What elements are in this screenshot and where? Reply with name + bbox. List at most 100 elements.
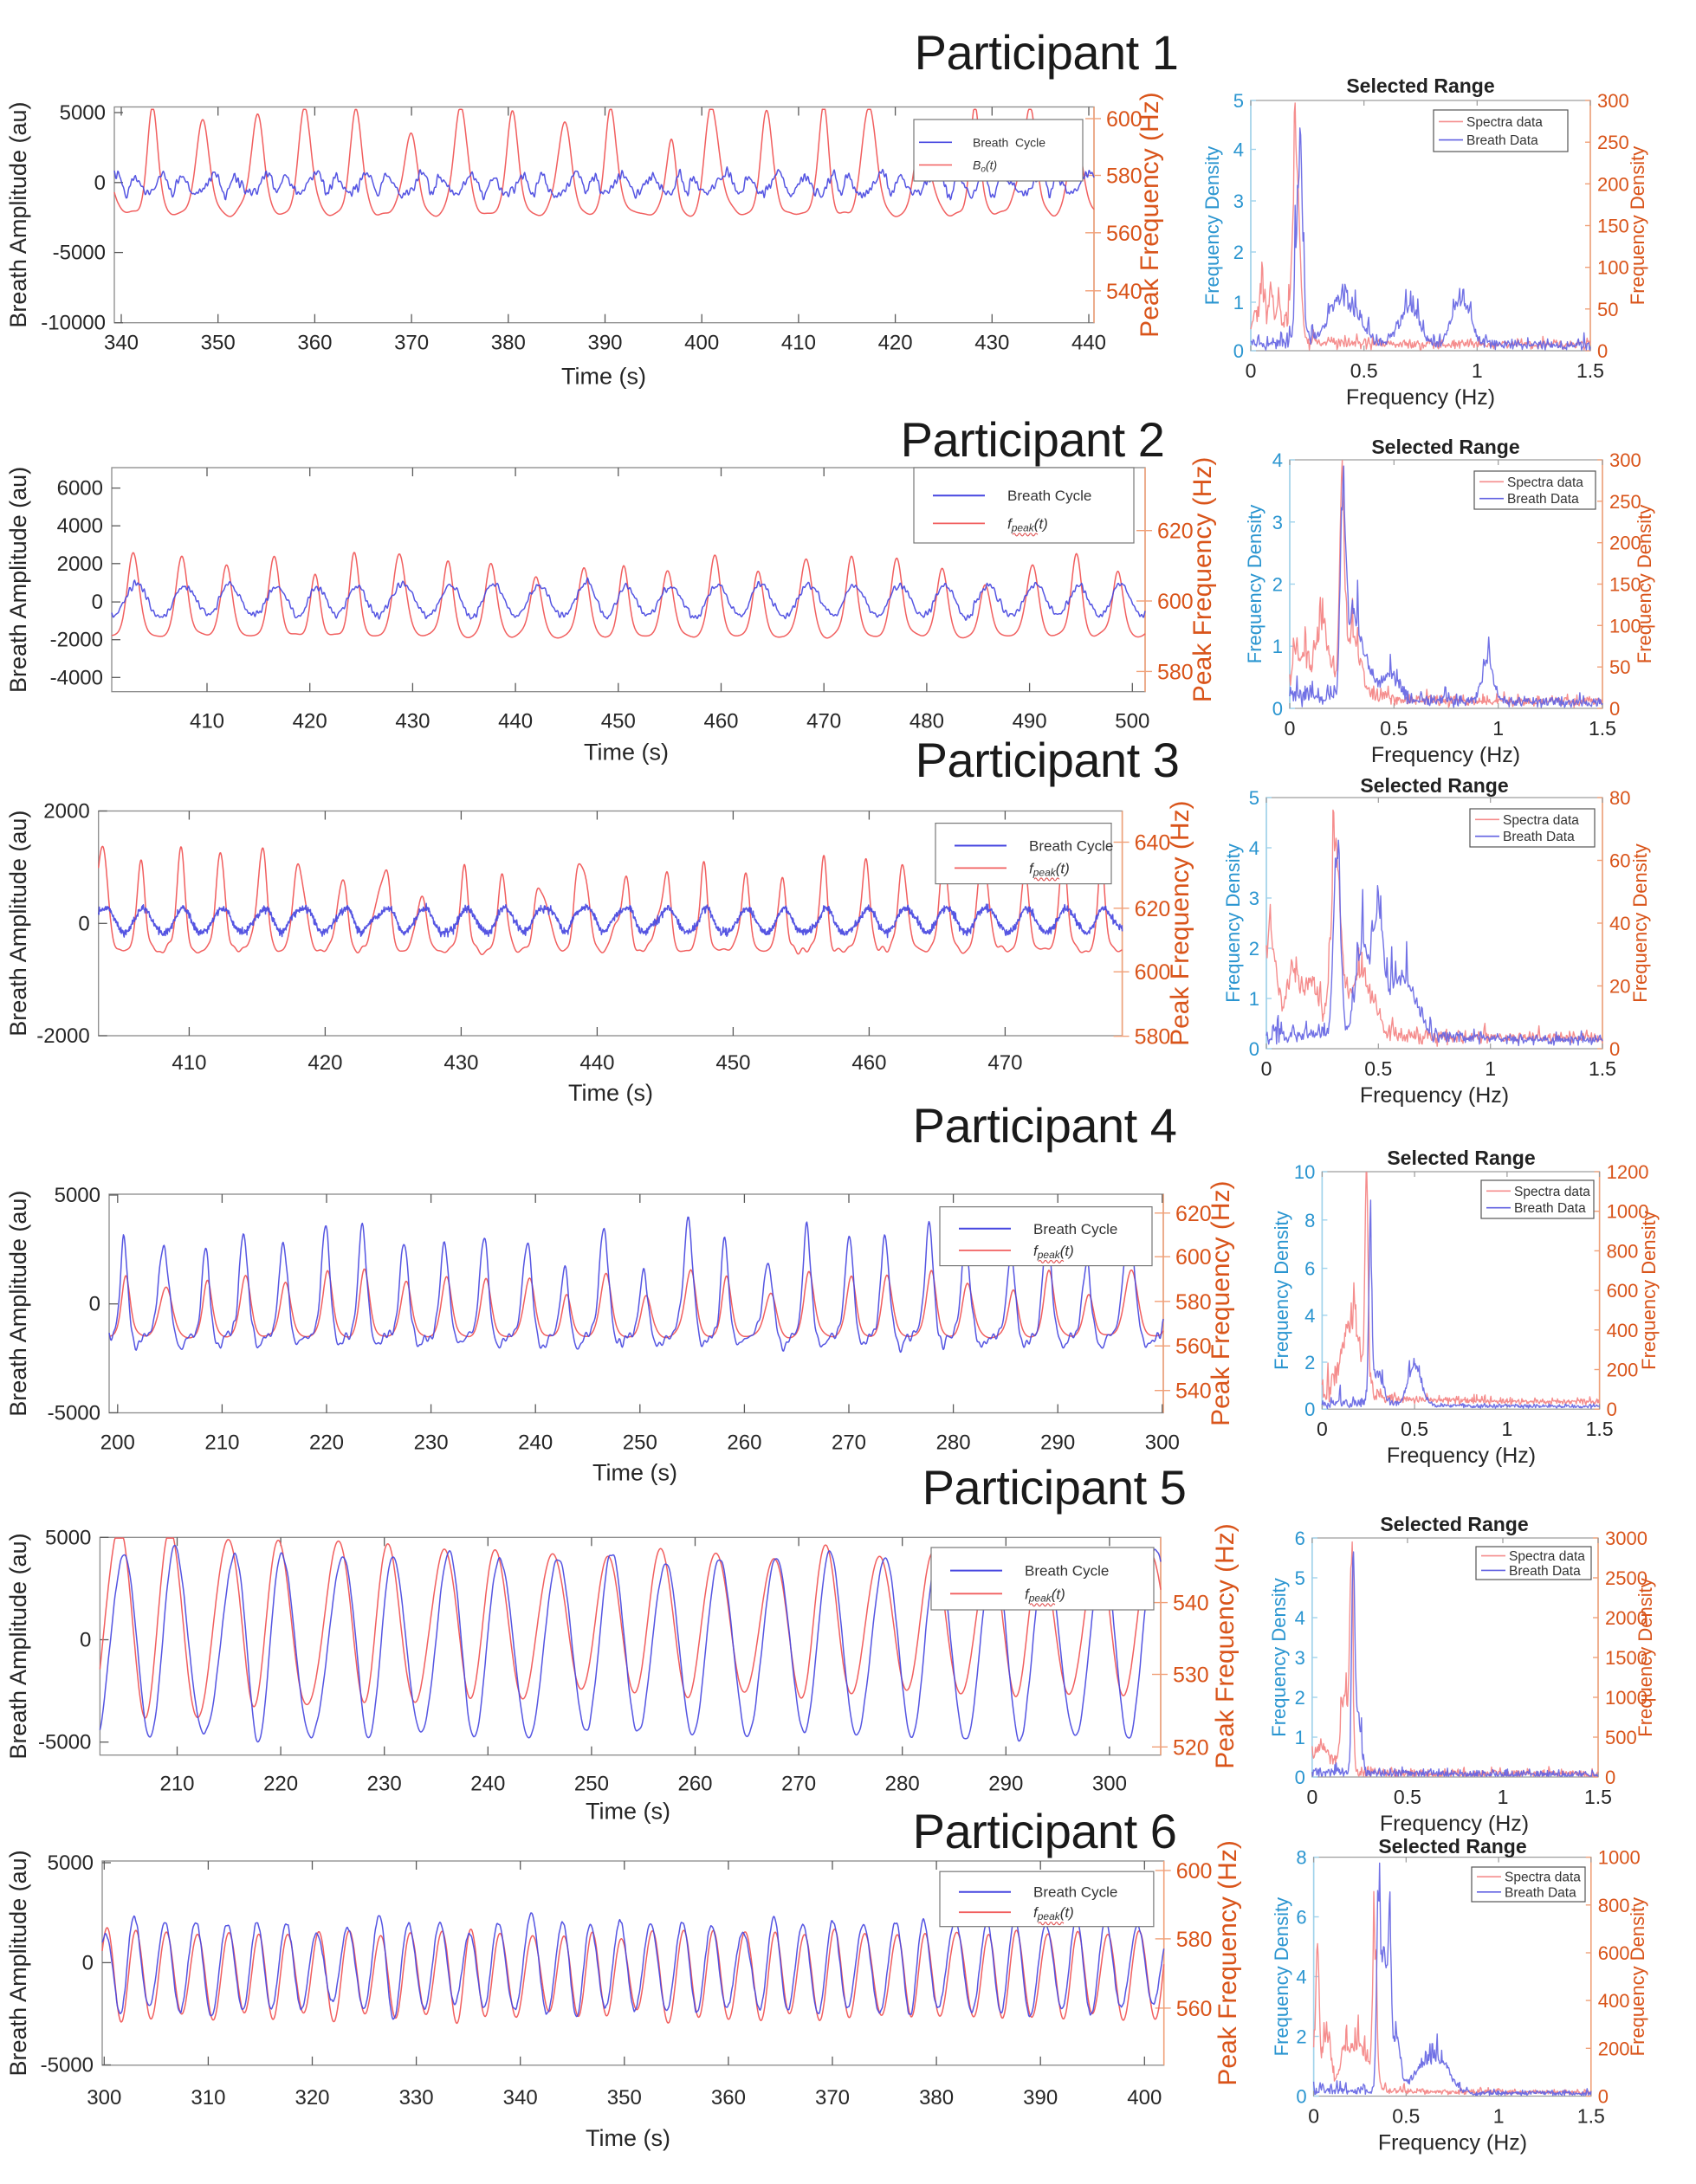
svg-text:1.5: 1.5 xyxy=(1589,1057,1616,1080)
svg-text:Participant 3: Participant 3 xyxy=(916,733,1180,787)
svg-text:Spectra data: Spectra data xyxy=(1514,1185,1590,1199)
svg-text:620: 620 xyxy=(1157,520,1194,544)
svg-text:Bo(t): Bo(t) xyxy=(973,158,997,175)
svg-text:-5000: -5000 xyxy=(41,2054,94,2077)
svg-text:Breath Cycle: Breath Cycle xyxy=(1029,838,1113,855)
svg-text:330: 330 xyxy=(399,2086,434,2110)
svg-text:Breath Cycle: Breath Cycle xyxy=(973,135,1045,149)
svg-text:1000: 1000 xyxy=(1605,1687,1647,1709)
svg-text:540: 540 xyxy=(1106,280,1143,304)
svg-text:Breath Data: Breath Data xyxy=(1509,1564,1581,1579)
svg-text:150: 150 xyxy=(1597,216,1629,237)
svg-text:Participant 4: Participant 4 xyxy=(913,1098,1177,1153)
svg-text:2: 2 xyxy=(1233,242,1244,263)
svg-text:480: 480 xyxy=(909,710,944,733)
svg-text:6: 6 xyxy=(1295,1528,1305,1549)
svg-text:Breath Cycle: Breath Cycle xyxy=(1007,488,1091,504)
svg-text:0: 0 xyxy=(82,1951,94,1974)
svg-text:2: 2 xyxy=(1249,938,1259,960)
svg-text:560: 560 xyxy=(1175,1334,1212,1359)
svg-text:380: 380 xyxy=(919,2086,954,2110)
svg-text:10: 10 xyxy=(1294,1161,1315,1183)
svg-text:520: 520 xyxy=(1173,1735,1209,1760)
svg-text:5000: 5000 xyxy=(45,1526,91,1549)
svg-text:560: 560 xyxy=(1106,222,1143,246)
svg-text:0: 0 xyxy=(92,591,103,614)
svg-text:0: 0 xyxy=(1249,1038,1259,1060)
svg-text:410: 410 xyxy=(190,710,224,733)
svg-text:0: 0 xyxy=(1609,1038,1620,1060)
svg-text:Peak Frequency (Hz): Peak Frequency (Hz) xyxy=(1166,800,1194,1045)
svg-text:Selected Range: Selected Range xyxy=(1346,74,1494,97)
svg-text:410: 410 xyxy=(172,1051,206,1075)
svg-text:2: 2 xyxy=(1295,1687,1305,1709)
svg-text:1200: 1200 xyxy=(1607,1161,1649,1183)
svg-text:210: 210 xyxy=(204,1431,239,1455)
svg-text:Peak Frequency (Hz): Peak Frequency (Hz) xyxy=(1188,457,1217,702)
svg-text:Frequency Density: Frequency Density xyxy=(1627,146,1648,305)
svg-text:Participant 1: Participant 1 xyxy=(915,25,1179,80)
svg-text:Breath Data: Breath Data xyxy=(1514,1201,1586,1216)
svg-text:470: 470 xyxy=(987,1051,1022,1075)
svg-text:0: 0 xyxy=(1607,1399,1617,1420)
svg-text:4: 4 xyxy=(1296,1967,1306,1988)
svg-text:Time (s): Time (s) xyxy=(586,1799,670,1825)
svg-text:Time (s): Time (s) xyxy=(561,364,646,390)
svg-text:400: 400 xyxy=(1598,1990,1630,2012)
svg-text:4: 4 xyxy=(1304,1305,1315,1327)
svg-text:200: 200 xyxy=(1598,2038,1630,2059)
svg-text:Breath Amplitude (au): Breath Amplitude (au) xyxy=(5,1533,31,1759)
svg-text:0: 0 xyxy=(1605,1767,1615,1788)
svg-text:2000: 2000 xyxy=(1605,1607,1647,1629)
svg-text:430: 430 xyxy=(395,710,430,733)
svg-text:Frequency Density: Frequency Density xyxy=(1634,505,1655,663)
svg-text:Frequency Density: Frequency Density xyxy=(1244,505,1266,663)
svg-text:450: 450 xyxy=(715,1051,750,1075)
svg-text:Breath Amplitude (au): Breath Amplitude (au) xyxy=(5,467,31,693)
svg-text:80: 80 xyxy=(1609,787,1630,809)
svg-text:Selected Range: Selected Range xyxy=(1371,436,1519,458)
svg-text:0: 0 xyxy=(1272,698,1283,720)
svg-text:0.5: 0.5 xyxy=(1380,717,1408,740)
svg-text:230: 230 xyxy=(414,1431,449,1455)
svg-text:400: 400 xyxy=(1607,1320,1639,1341)
svg-text:Frequency Density: Frequency Density xyxy=(1627,1897,1648,2056)
svg-text:Peak Frequency (Hz): Peak Frequency (Hz) xyxy=(1136,92,1164,337)
svg-text:490: 490 xyxy=(1013,710,1047,733)
svg-text:250: 250 xyxy=(574,1773,609,1796)
svg-text:50: 50 xyxy=(1609,656,1630,678)
svg-text:600: 600 xyxy=(1176,1859,1213,1884)
svg-text:Breath Data: Breath Data xyxy=(1466,133,1538,148)
svg-text:640: 640 xyxy=(1135,831,1171,856)
svg-text:420: 420 xyxy=(293,710,327,733)
svg-text:Selected Range: Selected Range xyxy=(1380,1513,1528,1535)
svg-text:Breath Data: Breath Data xyxy=(1505,1885,1576,1900)
svg-text:580: 580 xyxy=(1157,660,1194,684)
svg-text:Frequency (Hz): Frequency (Hz) xyxy=(1378,2131,1527,2155)
svg-text:8: 8 xyxy=(1304,1210,1315,1231)
svg-text:280: 280 xyxy=(936,1431,971,1455)
svg-text:1500: 1500 xyxy=(1605,1647,1647,1669)
svg-text:Frequency (Hz): Frequency (Hz) xyxy=(1371,743,1520,767)
svg-text:Spectra data: Spectra data xyxy=(1507,475,1583,490)
svg-text:-2000: -2000 xyxy=(36,1024,89,1048)
svg-text:3: 3 xyxy=(1272,512,1283,533)
svg-text:300: 300 xyxy=(1145,1431,1180,1455)
svg-text:200: 200 xyxy=(1607,1360,1639,1381)
svg-text:Frequency Density: Frequency Density xyxy=(1635,1578,1656,1736)
svg-text:1: 1 xyxy=(1249,988,1259,1010)
svg-text:4000: 4000 xyxy=(57,514,103,538)
svg-text:0.5: 0.5 xyxy=(1394,1786,1421,1808)
svg-text:540: 540 xyxy=(1173,1592,1209,1616)
svg-text:fpeak(t): fpeak(t) xyxy=(1033,1904,1074,1922)
svg-text:Frequency (Hz): Frequency (Hz) xyxy=(1387,1444,1536,1468)
svg-text:Frequency (Hz): Frequency (Hz) xyxy=(1360,1083,1509,1108)
svg-text:0: 0 xyxy=(1296,2086,1306,2108)
svg-text:0: 0 xyxy=(80,1629,91,1652)
svg-text:290: 290 xyxy=(1040,1431,1075,1455)
svg-text:Frequency (Hz): Frequency (Hz) xyxy=(1346,385,1495,410)
svg-text:600: 600 xyxy=(1175,1245,1212,1270)
svg-text:Breath Cycle: Breath Cycle xyxy=(1033,1884,1117,1901)
svg-text:60: 60 xyxy=(1609,850,1630,872)
svg-text:0: 0 xyxy=(1308,2105,1319,2128)
